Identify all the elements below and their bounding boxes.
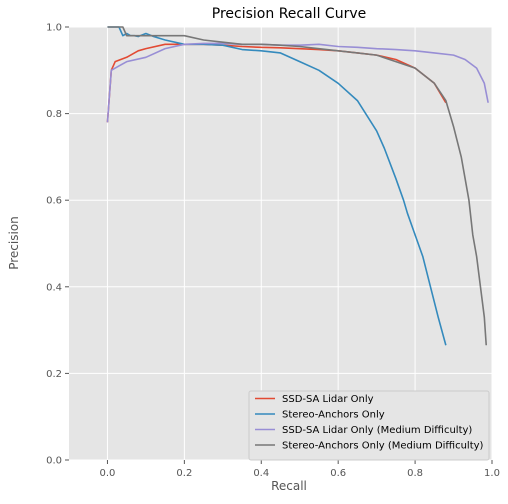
legend-label: Stereo-Anchors Only xyxy=(282,410,385,421)
legend-box xyxy=(248,390,490,461)
legend-label: Stereo-Anchors Only (Medium Difficulty) xyxy=(282,441,484,452)
series-line-3 xyxy=(106,42,489,123)
chart-title: Precision Recall Curve xyxy=(212,6,366,22)
x-tick-label: 0.4 xyxy=(253,468,269,479)
x-tick-label: 1.0 xyxy=(484,468,500,479)
series-line-2 xyxy=(107,26,447,346)
y-tick-label: 0.0 xyxy=(46,456,62,467)
x-tick-label: 0.2 xyxy=(176,468,192,479)
y-tick-label: 0.6 xyxy=(46,196,62,207)
series-line-1 xyxy=(106,43,447,123)
x-axis-label: Recall xyxy=(271,479,307,493)
y-tick-label: 0.8 xyxy=(46,109,62,120)
x-tick-label: 0.0 xyxy=(100,468,116,479)
series-line-4 xyxy=(107,26,488,346)
y-tick-label: 0.2 xyxy=(46,369,62,380)
plot-area xyxy=(69,27,492,460)
y-tick-label: 1.0 xyxy=(46,23,62,34)
legend-label: SSD-SA Lidar Only xyxy=(282,394,374,405)
y-tick-label: 0.4 xyxy=(46,282,62,293)
legend-label: SSD-SA Lidar Only (Medium Difficulty) xyxy=(282,425,472,436)
y-axis-label: Precision xyxy=(7,216,21,270)
x-tick-label: 0.8 xyxy=(407,468,423,479)
x-tick-label: 0.6 xyxy=(330,468,346,479)
